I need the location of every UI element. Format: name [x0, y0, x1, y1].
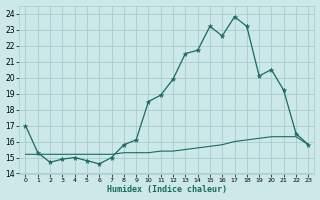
- X-axis label: Humidex (Indice chaleur): Humidex (Indice chaleur): [107, 185, 227, 194]
